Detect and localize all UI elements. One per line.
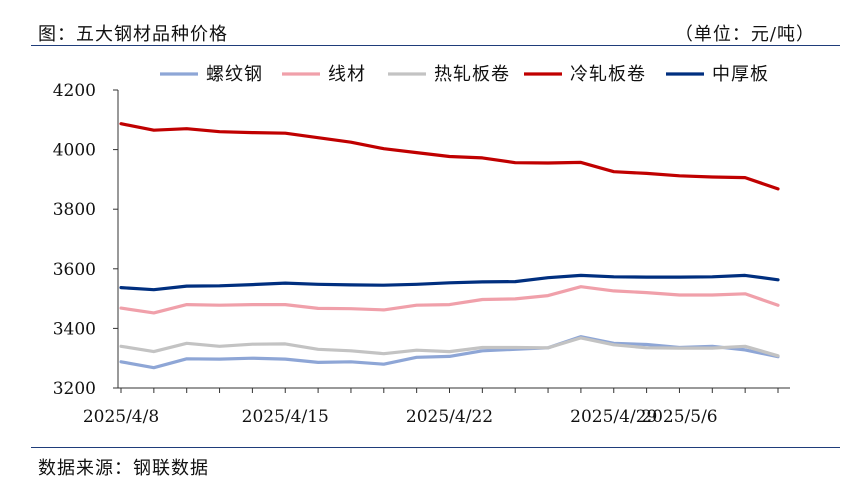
legend: 螺纹钢 线材 热轧板卷 冷轧板卷 中厚板 xyxy=(160,64,769,85)
source-note: 数据来源：钢联数据 xyxy=(38,458,209,479)
series-line-2 xyxy=(119,336,780,358)
x-tick-label: 2025/4/15 xyxy=(242,407,329,427)
y-tick-label: 4200 xyxy=(53,81,96,101)
y-tick-label: 3600 xyxy=(53,260,96,280)
y-tick-label: 4000 xyxy=(53,141,96,161)
x-tick-label: 2025/5/6 xyxy=(641,407,717,427)
header-rule xyxy=(31,45,840,46)
legend-label-2: 热轧板卷 xyxy=(434,64,510,85)
series-lines xyxy=(119,122,780,370)
legend-label-4: 中厚板 xyxy=(712,64,769,85)
legend-label-3: 冷轧板卷 xyxy=(570,64,646,85)
chart-header: 图：五大钢材品种价格 （单位：元/吨） xyxy=(0,0,855,46)
series-line-3 xyxy=(119,122,780,191)
series-line-4 xyxy=(119,273,780,292)
y-tick-label: 3800 xyxy=(53,200,96,220)
footer-rule xyxy=(31,447,840,448)
series-line-1 xyxy=(119,285,780,315)
legend-label-1: 线材 xyxy=(328,64,366,85)
line-chart: 螺纹钢 线材 热轧板卷 冷轧板卷 中厚板 3200 3400 3600 3800 4000 420… xyxy=(53,64,790,427)
x-tick-label: 2025/4/29 xyxy=(570,407,657,427)
unit-label: （单位：元/吨） xyxy=(674,24,815,45)
chart-title: 图：五大钢材品种价格 xyxy=(38,24,228,45)
y-tick-label: 3200 xyxy=(53,379,96,399)
axes: 3200 3400 3600 3800 4000 4200 2025/4/8 2025/4/1… xyxy=(53,81,790,427)
y-tick-label: 3400 xyxy=(53,319,96,339)
legend-label-0: 螺纹钢 xyxy=(206,64,263,85)
x-tick-label: 2025/4/22 xyxy=(406,407,493,427)
x-tick-label: 2025/4/8 xyxy=(83,407,159,427)
